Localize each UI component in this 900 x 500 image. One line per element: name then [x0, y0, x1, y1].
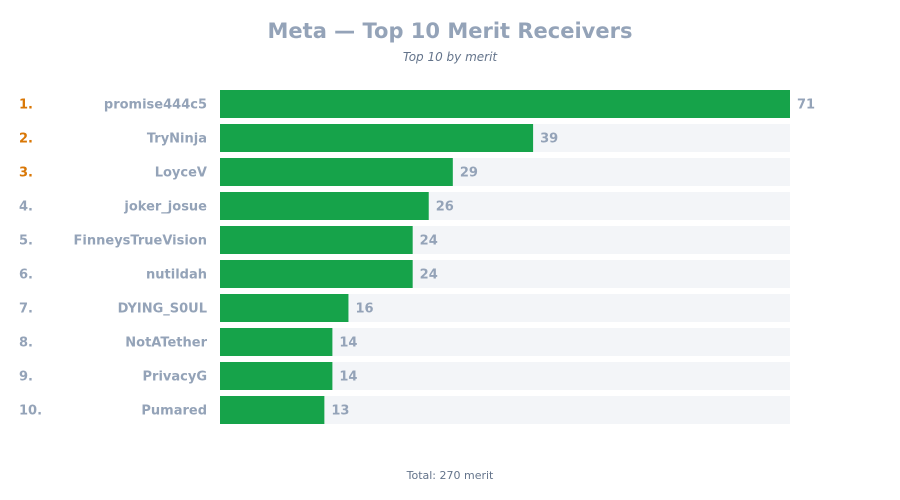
value-label: 39 [540, 132, 558, 147]
bar [220, 362, 333, 390]
category-label: LoyceV [155, 166, 207, 181]
rank-label: 7. [19, 302, 33, 317]
bar [220, 396, 325, 424]
value-label: 29 [460, 166, 478, 181]
bar [220, 294, 349, 322]
bar [220, 90, 790, 118]
rank-label: 3. [19, 166, 33, 181]
bar [220, 192, 429, 220]
bar [220, 226, 413, 254]
bar [220, 328, 333, 356]
bar [220, 260, 413, 288]
value-label: 71 [797, 98, 815, 113]
rank-label: 9. [19, 370, 33, 385]
rank-label: 5. [19, 234, 33, 249]
value-label: 13 [331, 404, 349, 419]
category-label: promise444c5 [104, 98, 207, 113]
rank-label: 4. [19, 200, 33, 215]
total-label: Total: 270 merit [406, 469, 494, 482]
chart-subtitle: Top 10 by merit [402, 50, 498, 64]
category-label: Pumared [141, 404, 207, 419]
rank-label: 2. [19, 132, 33, 147]
category-label: joker_josue [123, 200, 207, 215]
value-label: 24 [420, 234, 438, 249]
rank-label: 10. [19, 404, 42, 419]
value-label: 26 [436, 200, 454, 215]
category-label: FinneysTrueVision [74, 234, 207, 249]
category-label: PrivacyG [143, 370, 208, 385]
category-label: TryNinja [147, 132, 207, 147]
rank-label: 1. [19, 98, 33, 113]
value-label: 14 [339, 336, 357, 351]
rank-label: 8. [19, 336, 33, 351]
chart-title: Meta — Top 10 Merit Receivers [267, 19, 633, 43]
category-label: NotATether [125, 336, 207, 351]
category-label: nutildah [146, 268, 207, 283]
value-label: 16 [355, 302, 373, 317]
category-label: DYING_S0UL [118, 302, 207, 317]
bar [220, 158, 453, 186]
value-label: 14 [339, 370, 357, 385]
bar [220, 124, 534, 152]
rank-label: 6. [19, 268, 33, 283]
value-label: 24 [420, 268, 438, 283]
